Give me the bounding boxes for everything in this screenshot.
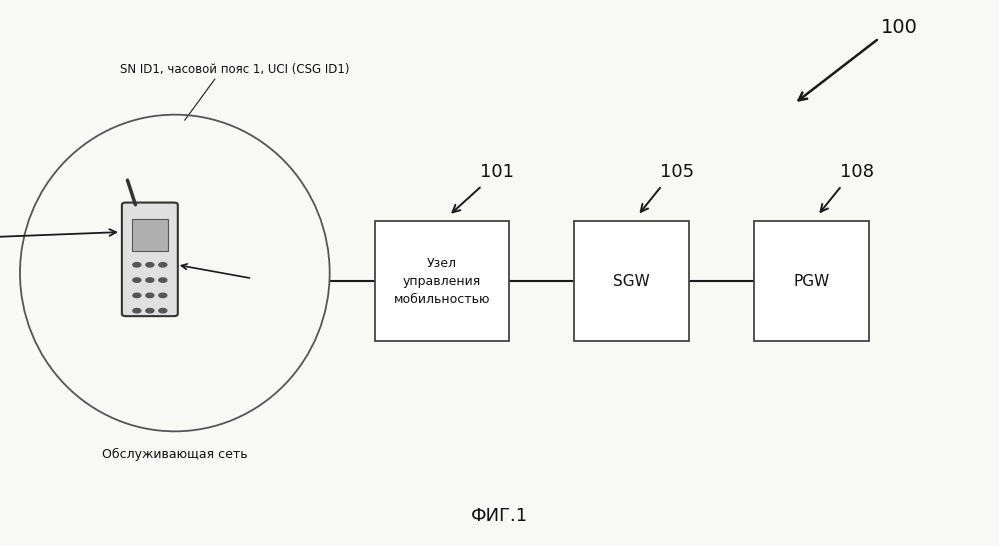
FancyBboxPatch shape [754,221,869,341]
FancyBboxPatch shape [132,219,168,251]
FancyBboxPatch shape [574,221,689,341]
Circle shape [133,263,141,267]
FancyBboxPatch shape [375,221,509,341]
Circle shape [146,293,154,298]
FancyBboxPatch shape [122,203,178,316]
Circle shape [146,278,154,282]
Circle shape [146,308,154,313]
Circle shape [159,308,167,313]
Text: 100: 100 [881,18,917,37]
Text: SN ID1, часовой пояс 1, UCI (CSG ID1): SN ID1, часовой пояс 1, UCI (CSG ID1) [120,63,350,76]
Text: 101: 101 [480,163,514,181]
Text: Обслуживающая сеть: Обслуживающая сеть [102,448,248,461]
Circle shape [159,263,167,267]
Circle shape [146,263,154,267]
Text: PGW: PGW [793,274,830,289]
Text: SGW: SGW [613,274,650,289]
Circle shape [159,293,167,298]
Circle shape [133,308,141,313]
Text: 108: 108 [839,163,874,181]
Circle shape [133,293,141,298]
Text: 105: 105 [659,163,694,181]
Circle shape [159,278,167,282]
Circle shape [133,278,141,282]
Text: Узел
управления
мобильностью: Узел управления мобильностью [394,257,491,306]
Text: ФИГ.1: ФИГ.1 [471,507,528,525]
